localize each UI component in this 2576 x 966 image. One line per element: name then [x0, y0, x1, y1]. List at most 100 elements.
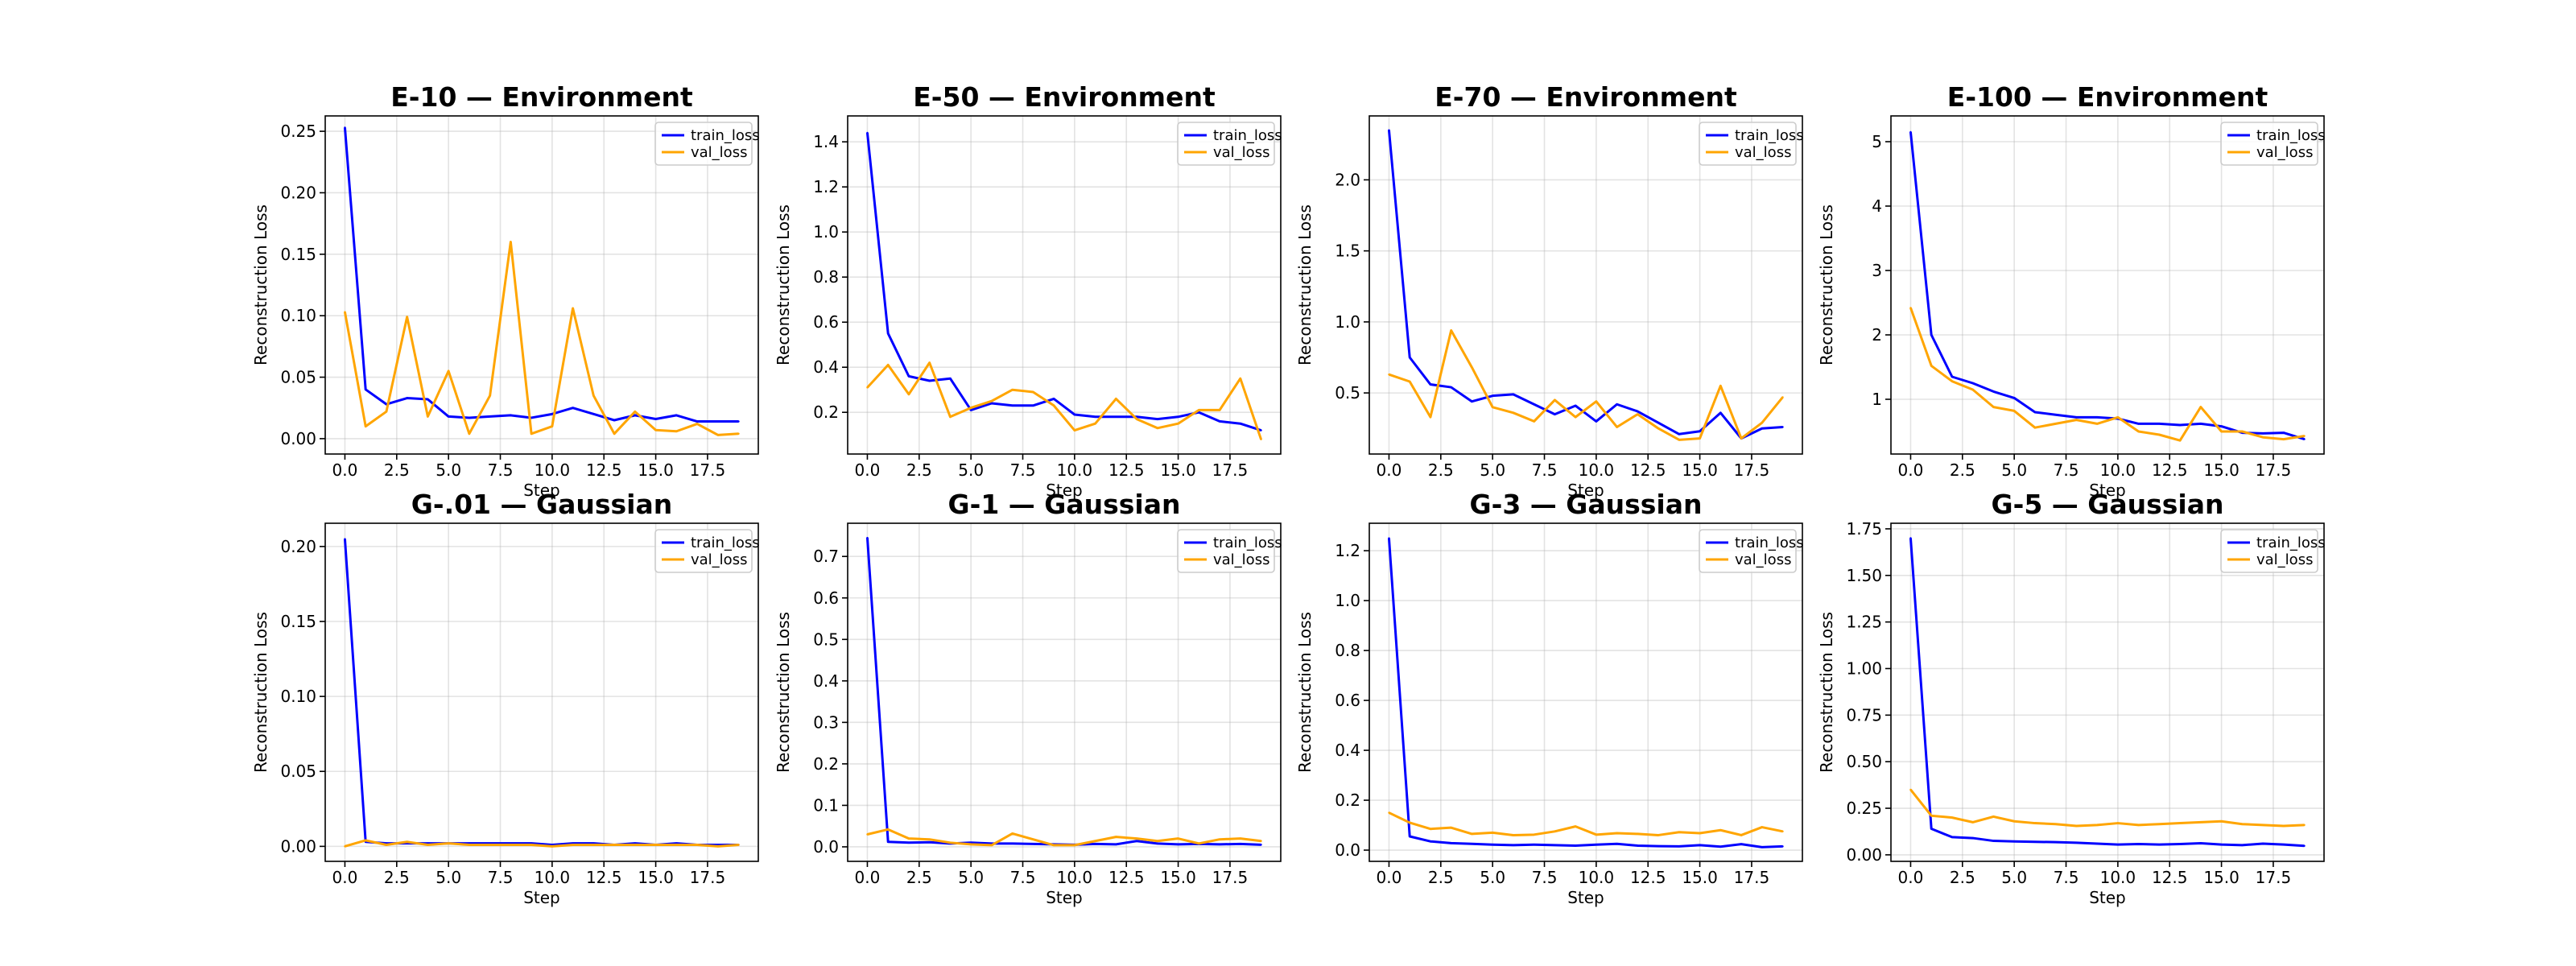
data-point-val-loss: [2013, 820, 2016, 823]
series-train-loss: [1909, 537, 2306, 848]
data-point-val-loss: [1094, 840, 1096, 842]
data-point-val-loss: [447, 369, 450, 373]
data-point-val-loss: [2220, 430, 2223, 433]
series-val-loss: [1388, 811, 1784, 836]
data-point-train-loss: [2095, 416, 2099, 419]
legend-label-val-loss: val_loss: [1213, 144, 1269, 161]
data-point-val-loss: [1761, 421, 1764, 424]
series-val-loss: [866, 361, 1262, 440]
data-point-val-loss: [1491, 832, 1494, 834]
data-point-train-loss: [2033, 411, 2037, 414]
data-point-val-loss: [1992, 815, 1995, 818]
data-point-train-loss: [489, 415, 491, 418]
chart-title: G-5 — Gaussian: [1992, 489, 2224, 520]
data-point-train-loss: [1177, 843, 1179, 846]
plot-frame: [324, 115, 759, 455]
data-point-val-loss: [2178, 822, 2182, 824]
data-point-val-loss: [1554, 830, 1556, 833]
data-point-val-loss: [1719, 829, 1722, 832]
data-point-train-loss: [1471, 400, 1473, 402]
data-point-val-loss: [1388, 373, 1390, 376]
y-tick-label: 1.5: [1335, 242, 1360, 261]
series-val-loss: [1909, 307, 2306, 442]
x-tick-label: 0.0: [1898, 868, 1924, 887]
data-point-train-loss: [1761, 427, 1764, 430]
data-point-train-loss: [1408, 835, 1411, 838]
data-point-train-loss: [1930, 828, 1933, 830]
x-tick-label: 15.0: [1682, 460, 1718, 480]
data-point-val-loss: [1073, 844, 1076, 847]
data-point-train-loss: [1678, 433, 1681, 436]
data-point-train-loss: [1781, 426, 1784, 428]
series-line-train-loss: [865, 132, 1262, 432]
data-point-val-loss: [2137, 430, 2140, 433]
data-point-train-loss: [2158, 843, 2161, 846]
data-point-val-loss: [1032, 390, 1034, 394]
data-point-train-loss: [886, 840, 890, 843]
data-point-val-loss: [1740, 437, 1743, 440]
data-point-val-loss: [510, 844, 512, 846]
y-tick-label: 0.3: [813, 712, 839, 732]
y-tick-label: 1.75: [1846, 519, 1882, 539]
data-point-val-loss: [1177, 837, 1179, 840]
y-tick-label: 1.0: [813, 222, 839, 242]
y-tick-label: 0.8: [813, 267, 839, 287]
chart-title: G-1 — Gaussian: [948, 489, 1181, 520]
data-point-train-loss: [928, 841, 931, 844]
data-point-train-loss: [928, 379, 931, 382]
data-point-val-loss: [654, 844, 657, 846]
series-line-val-loss: [345, 839, 739, 848]
data-point-train-loss: [1971, 836, 1974, 840]
x-tick-label: 17.5: [690, 460, 726, 480]
series-line-train-loss: [343, 127, 739, 423]
y-tick-label: 5: [1872, 132, 1882, 151]
y-tick-label: 0.6: [813, 588, 839, 608]
data-point-val-loss: [1429, 415, 1432, 419]
data-point-val-loss: [1135, 418, 1138, 420]
y-tick-label: 0.5: [813, 630, 839, 649]
data-point-val-loss: [1198, 409, 1200, 411]
x-tick-label: 17.5: [1734, 868, 1770, 887]
data-point-train-loss: [2158, 423, 2161, 425]
subplot-7: G-3 — Gaussian 0.0 2.5 5.0 7.5 10.0 12.5 15.0 17…: [1295, 489, 1804, 907]
data-point-train-loss: [1533, 403, 1535, 406]
data-point-train-loss: [1719, 845, 1722, 848]
data-point-val-loss: [1971, 821, 1974, 824]
y-tick-label: 0.25: [1846, 799, 1882, 818]
data-point-train-loss: [1011, 842, 1013, 845]
data-point-val-loss: [1491, 406, 1494, 408]
x-tick-label: 5.0: [1480, 868, 1505, 887]
x-tick-label: 12.5: [2152, 868, 2188, 887]
data-point-val-loss: [1239, 378, 1242, 380]
x-tick-label: 10.0: [1579, 868, 1615, 887]
data-point-val-loss: [1218, 409, 1221, 411]
x-tick-label: 17.5: [1212, 868, 1249, 887]
data-point-train-loss: [1198, 411, 1200, 414]
data-point-val-loss: [2303, 824, 2306, 827]
data-point-val-loss: [1719, 385, 1722, 387]
data-point-val-loss: [1073, 429, 1076, 431]
data-point-train-loss: [1971, 382, 1974, 385]
legend-label-val-loss: val_loss: [1735, 144, 1791, 161]
series-line-train-loss: [1909, 131, 2305, 441]
data-point-train-loss: [1657, 844, 1660, 848]
data-point-train-loss: [2013, 840, 2016, 843]
data-point-val-loss: [406, 840, 408, 843]
data-point-val-loss: [1471, 832, 1473, 836]
data-point-train-loss: [1491, 844, 1494, 846]
y-tick-label: 0.8: [1335, 641, 1360, 660]
data-point-train-loss: [634, 414, 637, 417]
legend-label-val-loss: val_loss: [691, 144, 747, 161]
y-tick-label: 0.0: [813, 837, 839, 857]
legend-label-val-loss: val_loss: [1735, 551, 1791, 568]
data-point-train-loss: [1909, 130, 1912, 134]
data-point-val-loss: [1218, 838, 1221, 840]
data-point-train-loss: [406, 397, 408, 399]
data-point-val-loss: [2178, 440, 2182, 442]
data-point-val-loss: [1429, 828, 1432, 830]
plot-frame: [847, 115, 1282, 455]
data-point-val-loss: [2220, 820, 2223, 823]
x-tick-label: 15.0: [1682, 868, 1718, 887]
